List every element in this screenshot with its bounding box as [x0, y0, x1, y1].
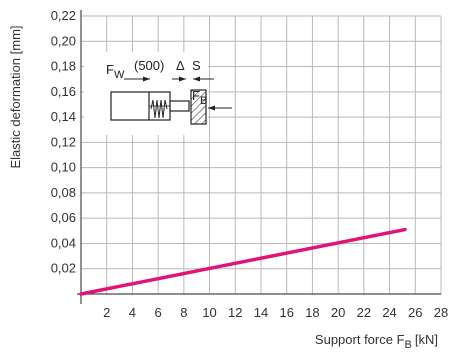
- y-tick-label: 0,18: [51, 59, 76, 74]
- x-tick-label: 22: [357, 305, 371, 320]
- inset-diagram: FW (500) Δ S FB: [84, 52, 232, 135]
- x-tick-label: 16: [279, 305, 293, 320]
- hatched-wall: [190, 89, 207, 125]
- x-tick-label: 10: [202, 305, 216, 320]
- x-tick-label: 14: [254, 305, 268, 320]
- delta-arrow-right-head: [193, 76, 200, 82]
- y-tick-labels: 0,02 0,04 0,06 0,08 0,10 0,12 0,14 0,16 0,18 0,20…: [51, 8, 76, 276]
- y-tick-label: 0,02: [51, 261, 76, 276]
- fw-arrow-head: [143, 76, 150, 82]
- x-tick-labels: 2 4 6 8 10 12 14 16 18 20 22 24 26 28: [103, 305, 448, 320]
- inset-fw-label: FW: [106, 62, 125, 81]
- x-tick-label: 20: [331, 305, 345, 320]
- y-tick-label: 0,08: [51, 185, 76, 200]
- y-tick-label: 0,04: [51, 235, 76, 250]
- fb-arrow-head: [208, 105, 215, 111]
- delta-arrow-left-head: [179, 76, 186, 82]
- y-tick-label: 0,12: [51, 134, 76, 149]
- x-tick-label: 28: [434, 305, 448, 320]
- inset-delta-label: S: [192, 58, 201, 73]
- series-line: [79, 227, 407, 296]
- x-tick-label: 26: [408, 305, 422, 320]
- y-tick-label: 0,22: [51, 8, 76, 23]
- y-tick-label: 0,20: [51, 33, 76, 48]
- series: [79, 227, 407, 296]
- y-axis-label: Elastic deformation [mm]: [8, 25, 23, 168]
- x-axis-label: Support force FB [kN]: [315, 332, 438, 351]
- x-tick-label: 24: [382, 305, 396, 320]
- y-tick-label: 0,16: [51, 84, 76, 99]
- y-tick-label: 0,10: [51, 160, 76, 175]
- y-tick-label: 0,06: [51, 210, 76, 225]
- x-tick-label: 4: [129, 305, 136, 320]
- inset-delta-symbol: Δ: [176, 58, 185, 73]
- piston-rod: [169, 100, 190, 112]
- x-tick-label: 8: [180, 305, 187, 320]
- grid: [81, 15, 442, 294]
- x-tick-label: 6: [155, 305, 162, 320]
- x-tick-label: 18: [305, 305, 319, 320]
- axes: [77, 10, 441, 304]
- y-tick-label: 0,14: [51, 109, 76, 124]
- x-tick-label: 12: [228, 305, 242, 320]
- x-tick-label: 2: [103, 305, 110, 320]
- inset-fw-value: (500): [134, 58, 164, 73]
